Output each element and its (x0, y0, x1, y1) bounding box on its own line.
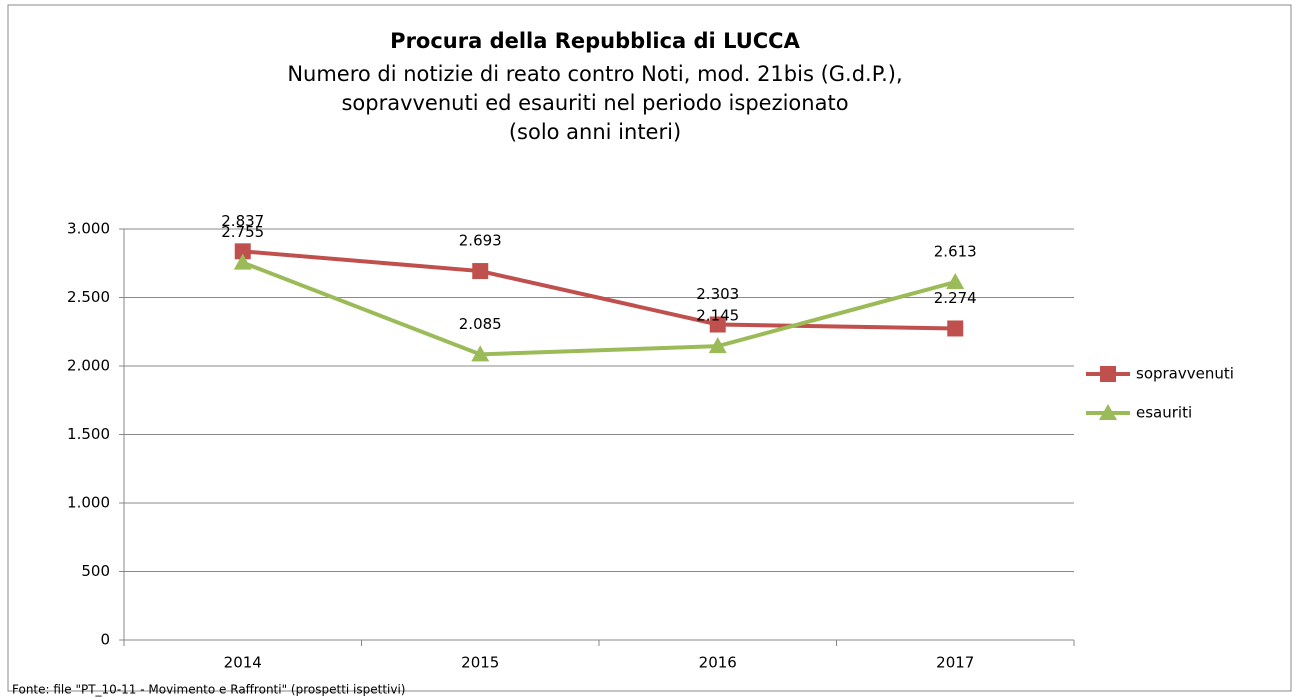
chart-title: Procura della Repubblica di LUCCA (390, 29, 800, 53)
series-line (242, 249, 956, 331)
x-tick-label: 2016 (699, 654, 737, 672)
y-tick-label: 500 (81, 562, 110, 580)
x-tick-label: 2017 (936, 654, 974, 672)
chart-subtitle: (solo anni interi) (509, 120, 681, 144)
y-tick-label: 3.000 (67, 220, 110, 238)
data-label: 2.274 (934, 289, 977, 307)
marker-square (947, 320, 964, 337)
source-note: Fonte: file "PT_10-11 - Movimento e Raff… (12, 683, 406, 697)
data-label: 2.303 (696, 285, 739, 303)
marker-square (234, 243, 251, 260)
marker-square (472, 263, 489, 280)
x-tick-label: 2014 (224, 654, 262, 672)
marker-triangle (233, 253, 252, 270)
marker-triangle (471, 345, 490, 362)
chart-frame (7, 4, 1292, 692)
marker-triangle (946, 273, 965, 290)
y-tick-label: 0 (100, 631, 110, 649)
x-tick-label: 2015 (461, 654, 499, 672)
y-tick-label: 1.500 (67, 425, 110, 443)
marker-square (709, 316, 726, 333)
data-label: 2.693 (459, 232, 502, 250)
data-label: 2.837 (221, 212, 264, 230)
data-label: 2.755 (221, 223, 264, 241)
marker-triangle (1099, 404, 1117, 420)
y-tick-label: 1.000 (67, 494, 110, 512)
legend-label: sopravvenuti (1136, 365, 1234, 383)
series-line (242, 260, 956, 357)
data-label: 2.613 (934, 243, 977, 261)
legend-label: esauriti (1136, 404, 1192, 422)
marker-triangle (708, 337, 727, 354)
data-label: 2.085 (459, 315, 502, 333)
chart-subtitle: sopravvenuti ed esauriti nel periodo isp… (341, 91, 848, 115)
chart-subtitle: Numero di notizie di reato contro Noti, … (287, 62, 902, 86)
y-tick-label: 2.500 (67, 288, 110, 306)
y-tick-label: 2.000 (67, 357, 110, 375)
data-label: 2.145 (696, 307, 739, 325)
marker-square (1100, 366, 1116, 382)
